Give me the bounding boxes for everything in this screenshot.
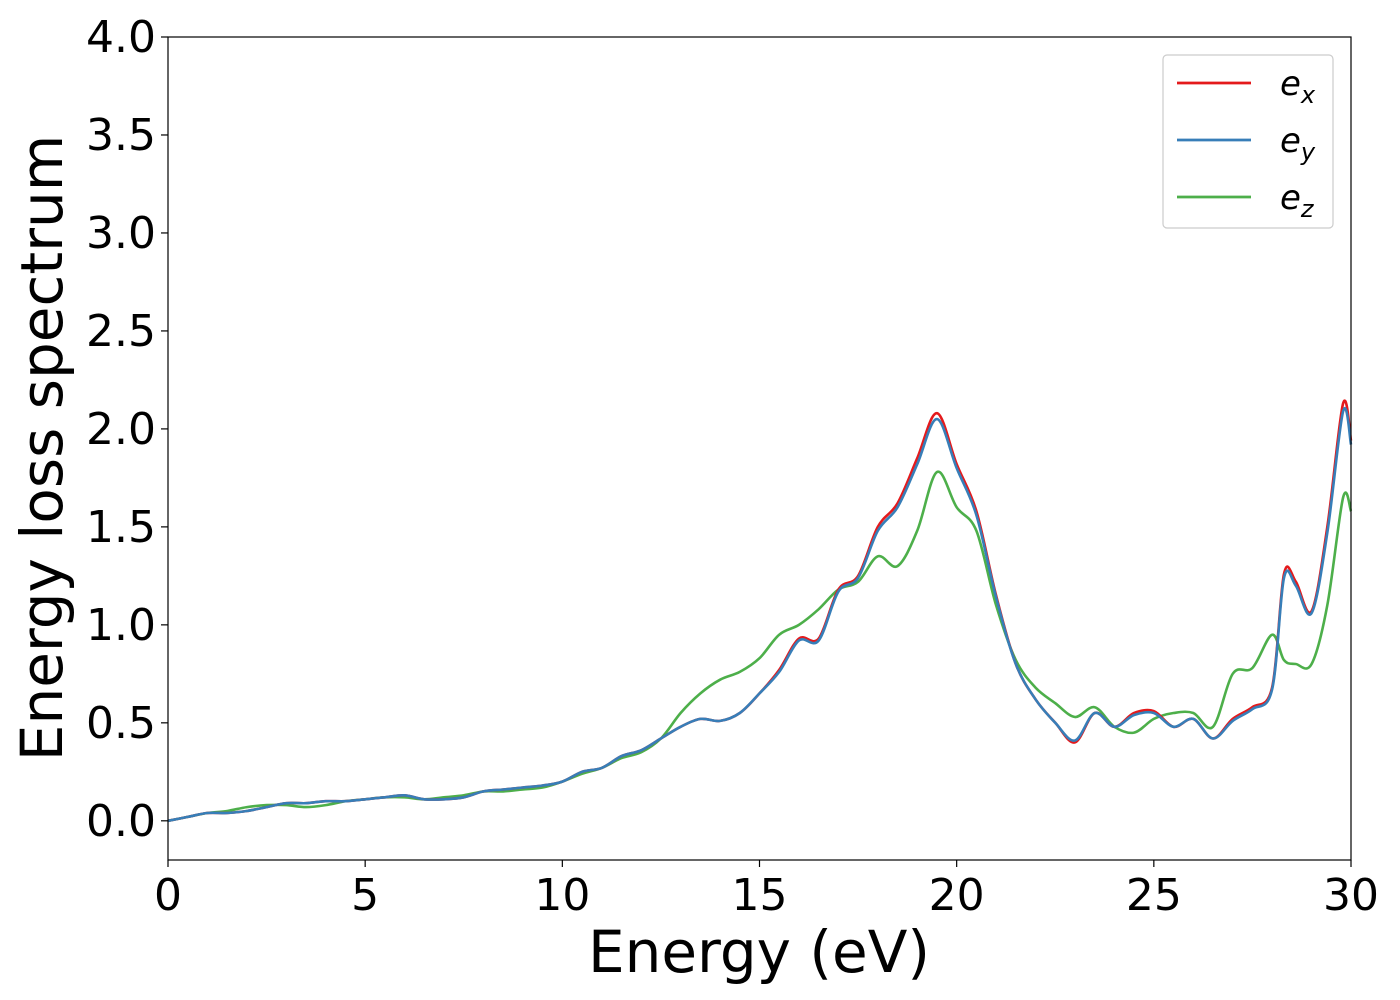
y-axis-title: Energy loss spectrum (8, 135, 76, 761)
y-tick-label: 1.5 (86, 502, 156, 553)
legend-label-y: ey (1280, 121, 1316, 166)
legend: ex ey ez (1162, 54, 1334, 229)
y-axis: 0.0 0.5 1.0 1.5 2.0 2.5 3.0 3.5 4.0 (86, 12, 168, 847)
y-tick-label: 3.5 (86, 110, 156, 161)
legend-label-z: ez (1280, 178, 1315, 223)
plot-background (168, 37, 1351, 860)
y-tick-label: 3.0 (86, 208, 156, 259)
y-tick-label: 0.0 (86, 796, 156, 847)
legend-label-x: ex (1280, 64, 1316, 109)
y-tick-label: 4.0 (86, 12, 156, 63)
y-tick-label: 0.5 (86, 698, 156, 749)
x-tick-label: 30 (1323, 870, 1379, 921)
x-tick-label: 5 (351, 870, 379, 921)
legend-frame (1162, 54, 1334, 229)
y-tick-label: 2.5 (86, 306, 156, 357)
series-line-y (167, 406, 1353, 823)
series-layer (167, 399, 1353, 823)
x-tick-label: 20 (929, 870, 985, 921)
x-tick-label: 15 (732, 870, 788, 921)
x-axis: 0 5 10 15 20 25 30 (154, 860, 1379, 921)
x-tick-label: 25 (1126, 870, 1182, 921)
y-tick-label: 2.0 (86, 404, 156, 455)
x-axis-title: Energy (eV) (588, 918, 930, 986)
x-tick-label: 10 (534, 870, 590, 921)
y-tick-label: 1.0 (86, 600, 156, 651)
x-tick-label: 0 (154, 870, 182, 921)
